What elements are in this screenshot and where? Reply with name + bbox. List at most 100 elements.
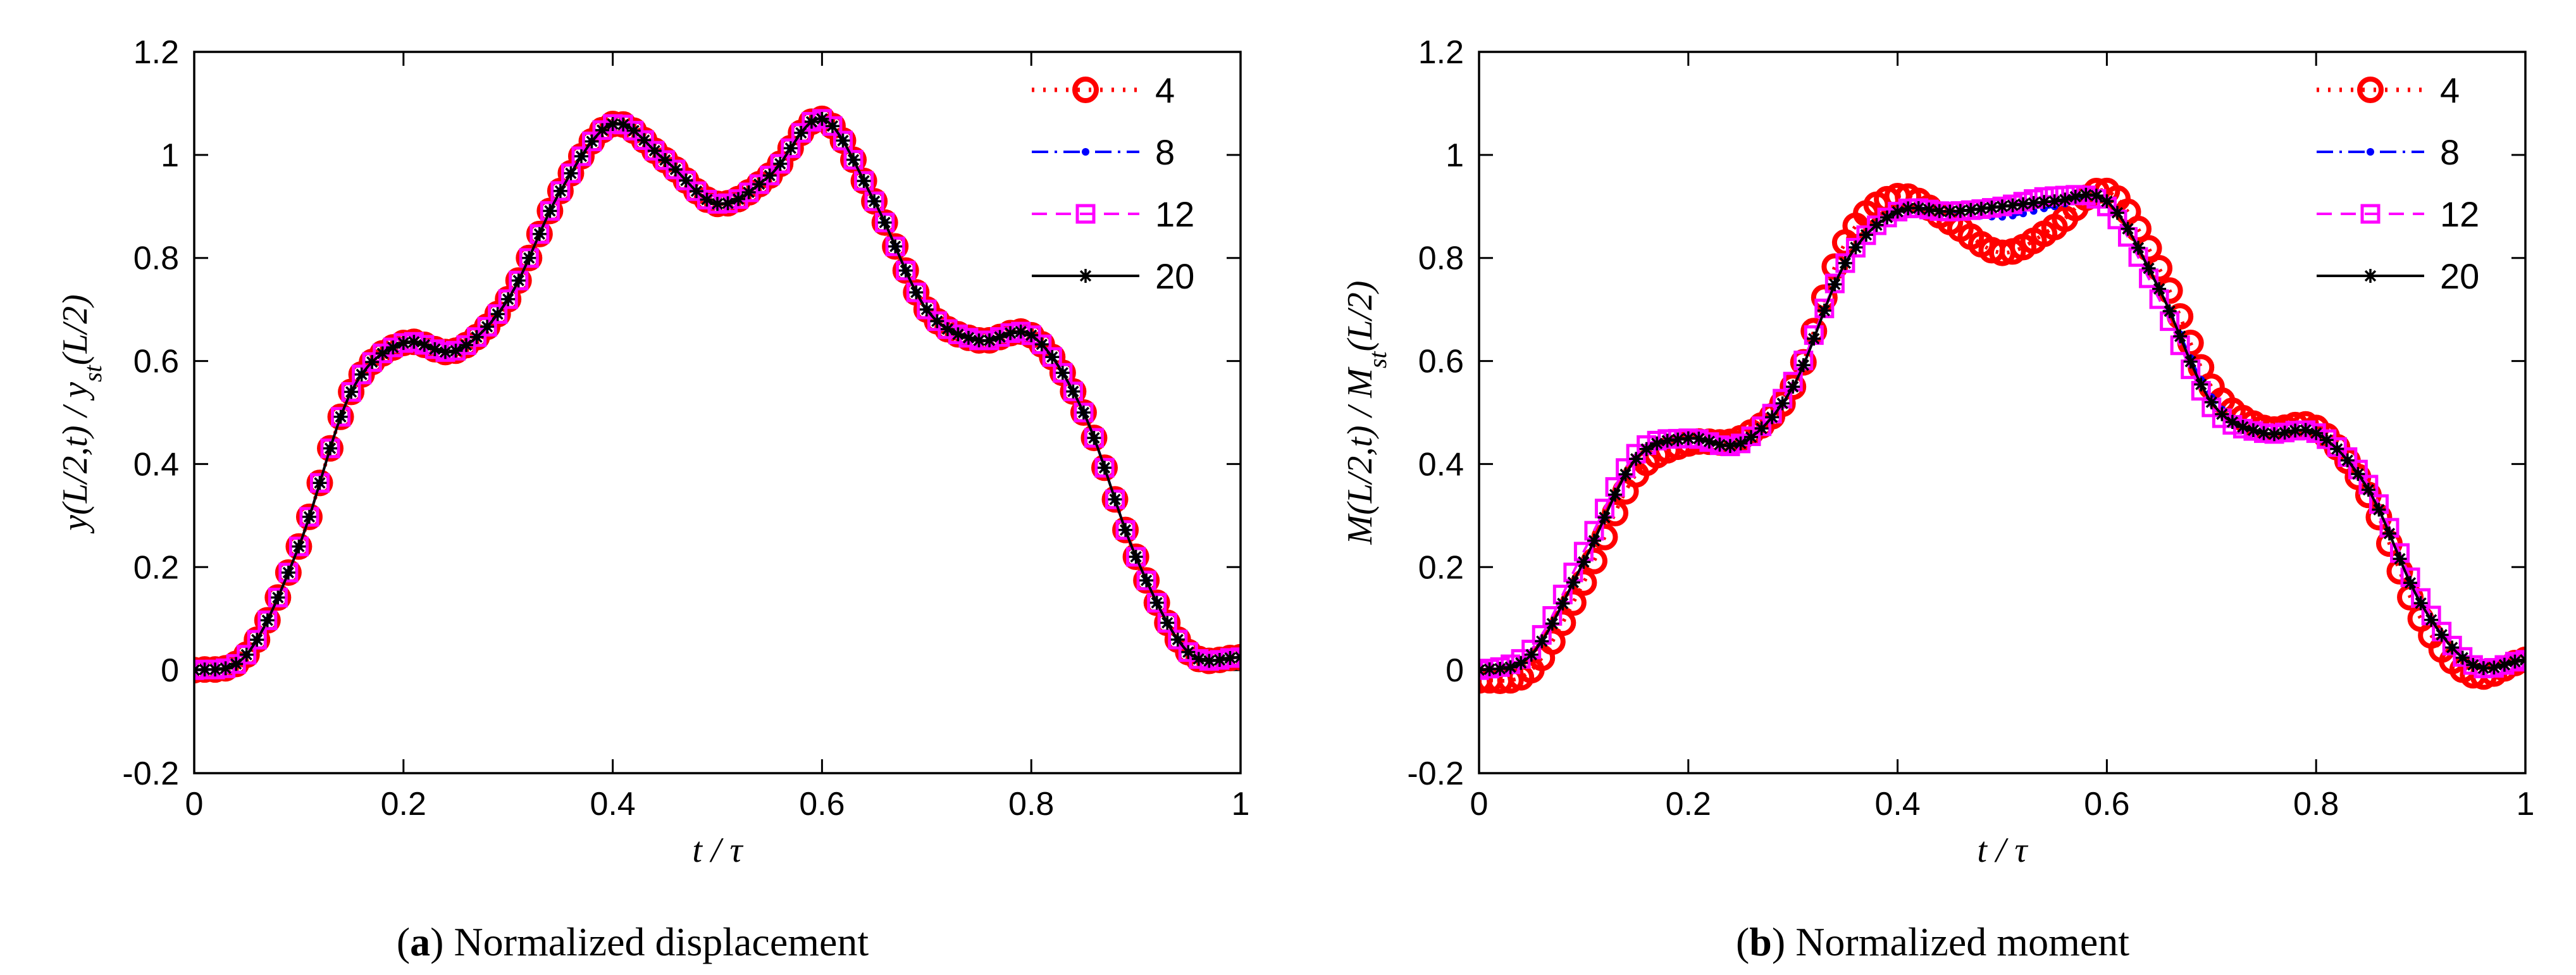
pb-marker-20 xyxy=(2058,192,2072,207)
pa-marker-20 xyxy=(1013,325,1028,339)
pa-plot-bg xyxy=(194,52,1241,773)
pa-marker-20 xyxy=(501,292,516,306)
pa-marker-20 xyxy=(449,344,463,358)
pa-marker-20 xyxy=(292,539,306,554)
pa-ytick-label: -0.2 xyxy=(122,755,179,792)
pb-xtick-label: 1 xyxy=(2517,786,2535,823)
pb-marker-20 xyxy=(1796,358,1811,373)
pa-marker-20 xyxy=(1108,492,1122,507)
pa-marker-12 xyxy=(373,344,393,364)
pb-marker-20 xyxy=(2152,282,2167,296)
pb-marker-20 xyxy=(1556,596,1570,611)
pb-marker-20 xyxy=(2215,407,2229,421)
pb-legend-marker-8 xyxy=(2367,148,2374,156)
pa-marker-20 xyxy=(836,134,850,148)
pa-marker-20 xyxy=(773,156,788,171)
pb-marker-20 xyxy=(2277,425,2292,440)
pa-marker-12 xyxy=(237,645,257,665)
caption-a: (a) Normalized displacement xyxy=(397,919,869,964)
pa-legend-marker-20 xyxy=(1079,269,1093,283)
pb-marker-20 xyxy=(1733,436,1748,450)
pa-marker-12 xyxy=(509,270,529,290)
pb-marker-20 xyxy=(1985,201,1999,215)
pb-series-markers-20 xyxy=(1479,187,2525,678)
pa-marker-12 xyxy=(467,327,487,347)
pa-legend-label-20: 20 xyxy=(1155,256,1194,296)
pa-marker-20 xyxy=(731,192,746,206)
pb-marker-20 xyxy=(1608,487,1623,502)
pa-marker-20 xyxy=(428,342,442,356)
pa-marker-20 xyxy=(271,590,285,605)
pa-marker-20 xyxy=(1181,645,1196,659)
pa-marker-20 xyxy=(700,192,714,207)
pa-legend-marker-8 xyxy=(1082,148,1089,156)
pa-marker-20 xyxy=(940,322,955,337)
pa-marker-20 xyxy=(668,162,683,177)
pb-marker-20 xyxy=(2267,427,2282,442)
pa-marker-12 xyxy=(1053,363,1073,383)
pb-marker-20 xyxy=(1880,210,1895,225)
pa-marker-20 xyxy=(658,153,672,167)
pa-marker-12 xyxy=(592,120,612,140)
pa-marker-20 xyxy=(1045,350,1060,364)
pa-marker-12 xyxy=(540,201,560,221)
pa-marker-12 xyxy=(781,138,801,158)
pa-marker-20 xyxy=(281,565,295,580)
pa-marker-20 xyxy=(993,330,1007,344)
pb-marker-20 xyxy=(2236,419,2250,434)
pa-marker-20 xyxy=(815,111,829,126)
pb-marker-20 xyxy=(1514,655,1528,670)
pa-legend-label-12: 12 xyxy=(1155,194,1194,234)
pb-marker-12 xyxy=(1741,426,1761,447)
pb-marker-20 xyxy=(1744,430,1759,444)
pa-marker-20 xyxy=(867,194,882,209)
pa-marker-12 xyxy=(1126,547,1146,567)
pb-marker-20 xyxy=(1597,510,1612,525)
pa-marker-20 xyxy=(438,345,452,359)
pa-marker-4 xyxy=(1091,454,1118,481)
pb-marker-20 xyxy=(1765,410,1780,425)
pb-legend: 4 8 12 20 xyxy=(2317,70,2479,296)
caption-a-text: Normalized displacement xyxy=(454,919,869,964)
pb-marker-20 xyxy=(1869,218,1884,232)
pa-xtick-label: 0 xyxy=(185,786,204,823)
pa-marker-12 xyxy=(1042,347,1062,367)
pa-marker-4 xyxy=(840,146,867,173)
pa-ytick-label: 0 xyxy=(161,652,179,689)
pa-marker-12 xyxy=(1157,612,1177,633)
pa-marker-12 xyxy=(268,587,288,607)
pb-ytick-label: 0.6 xyxy=(1418,344,1464,380)
pa-marker-12 xyxy=(1032,334,1052,354)
pb-marker-12 xyxy=(1877,208,1897,228)
pa-marker-20 xyxy=(522,251,536,265)
pb-marker-20 xyxy=(2455,650,2470,665)
pb-marker-20 xyxy=(2382,526,2396,541)
pa-marker-20 xyxy=(1160,616,1175,630)
pa-marker-20 xyxy=(1034,337,1049,352)
pa-marker-12 xyxy=(1105,489,1125,509)
pa-marker-20 xyxy=(239,647,254,662)
pa-xlabel: t / τ xyxy=(692,831,743,870)
pa-marker-20 xyxy=(982,333,997,347)
pa-marker-12 xyxy=(791,123,811,143)
pb-marker-20 xyxy=(2204,395,2219,409)
pb-marker-20 xyxy=(1932,204,1947,218)
pa-marker-12 xyxy=(1074,402,1094,423)
pa-marker-12 xyxy=(582,131,602,151)
pa-marker-12 xyxy=(833,130,853,151)
pa-marker-12 xyxy=(383,337,403,357)
pb-marker-20 xyxy=(1566,575,1580,590)
pa-marker-12 xyxy=(498,289,518,309)
pb-marker-20 xyxy=(1943,204,1957,219)
pa-marker-20 xyxy=(480,320,495,334)
pa-marker-20 xyxy=(804,115,819,129)
pa-marker-20 xyxy=(469,330,484,344)
pa-marker-12 xyxy=(676,170,696,190)
pa-marker-20 xyxy=(1076,406,1091,419)
pb-marker-20 xyxy=(2288,423,2303,438)
pa-ylabel-pre: y(L/2, xyxy=(56,447,95,534)
pa-marker-20 xyxy=(951,327,965,342)
pa-marker-20 xyxy=(930,314,944,328)
pa-marker-20 xyxy=(741,185,756,200)
pa-legend: 4 8 12 20 xyxy=(1032,70,1194,296)
